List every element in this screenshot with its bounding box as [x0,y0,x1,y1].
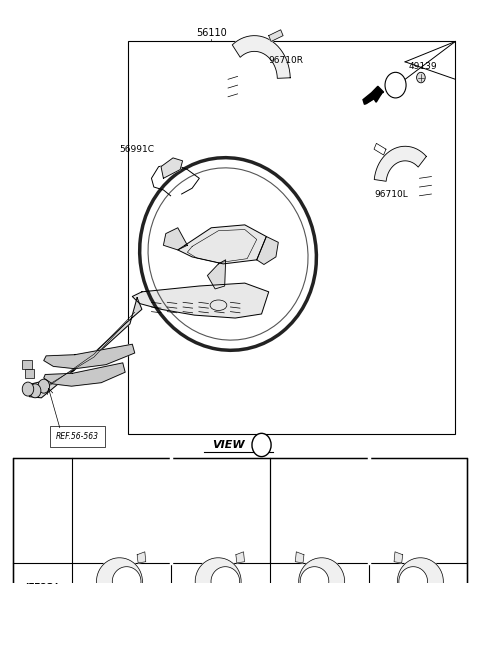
Polygon shape [394,552,403,563]
Polygon shape [44,363,125,386]
Bar [121,583,129,588]
Text: REF.56-563: REF.56-563 [56,432,99,441]
Ellipse shape [210,300,227,310]
Bar [128,41,456,434]
Bar [24,369,34,378]
Polygon shape [363,86,384,104]
Polygon shape [132,283,269,318]
Circle shape [417,72,425,83]
Text: 96710L: 96710L [374,189,408,198]
Text: A: A [393,81,398,90]
Text: 96710R: 96710R [268,56,303,65]
Polygon shape [195,558,241,585]
Circle shape [252,434,271,457]
Polygon shape [161,158,182,178]
Circle shape [22,382,34,396]
Text: A: A [258,440,265,450]
Bar [397,590,402,597]
Polygon shape [178,225,266,264]
Polygon shape [44,345,135,369]
Polygon shape [207,260,226,289]
Polygon shape [295,552,304,563]
Polygon shape [374,146,426,181]
Text: 56110: 56110 [196,28,227,38]
Polygon shape [397,558,444,585]
Text: VIEW: VIEW [212,440,244,450]
Text: 96710R: 96710R [351,506,386,515]
Text: KEY NO.: KEY NO. [22,506,63,515]
Circle shape [385,72,406,98]
Polygon shape [27,297,142,398]
Circle shape [38,379,49,393]
Bar [312,599,320,605]
Polygon shape [232,35,290,79]
Bar [312,583,320,588]
Text: 96710L: 96710L [155,506,188,515]
Text: 56991C: 56991C [120,145,155,154]
Bar [121,599,129,605]
Polygon shape [96,558,143,585]
Polygon shape [137,552,146,563]
Polygon shape [236,552,244,563]
Bar [121,591,129,597]
Text: ILLUST: ILLUST [25,577,60,586]
Bar [238,590,242,597]
Bar [312,591,320,597]
Circle shape [29,384,41,398]
Polygon shape [269,30,283,41]
Polygon shape [163,228,187,250]
Bar [12,458,468,655]
Bar [22,360,32,369]
Text: 49139: 49139 [409,62,438,71]
Polygon shape [299,558,345,585]
Polygon shape [257,236,278,265]
